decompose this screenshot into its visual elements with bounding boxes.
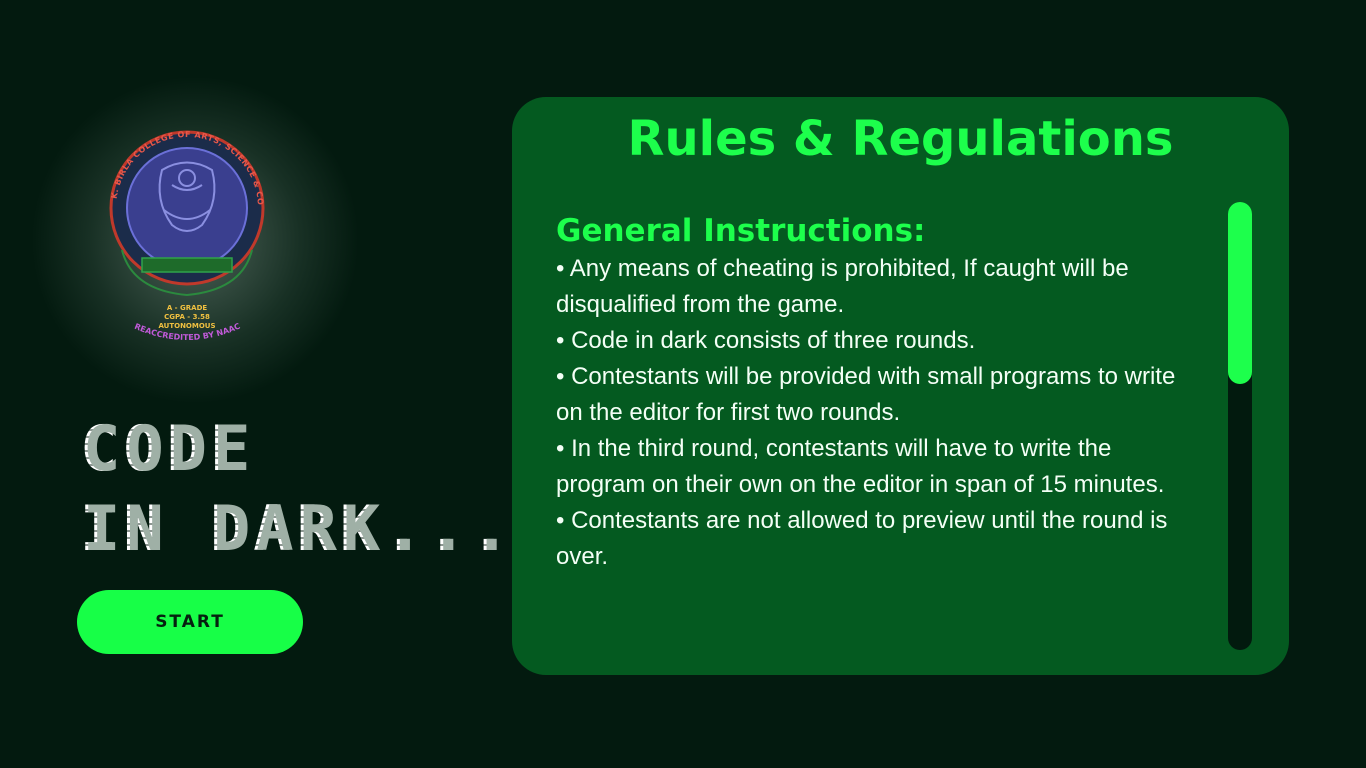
rule-item-small-programs: • Contestants will be provided with smal… [556, 363, 1176, 426]
general-instructions-heading: General Instructions: [556, 213, 926, 249]
title-line-in-dark: IN DARK... [80, 492, 514, 565]
svg-text:A - GRADE: A - GRADE [167, 304, 208, 312]
rule-item-preview: • Contestants are not allowed to preview… [556, 507, 1168, 570]
rules-scrollbar-thumb[interactable] [1228, 202, 1252, 384]
rule-item-third-round: • In the third round, contestants will h… [556, 435, 1165, 498]
svg-text:AUTONOMOUS: AUTONOMOUS [158, 322, 215, 330]
rules-content: General Instructions: • Any means of che… [556, 211, 1206, 575]
rule-item-cheating: • Any means of cheating is prohibited, I… [556, 255, 1129, 318]
rules-scrollbar[interactable] [1228, 202, 1252, 650]
rules-panel: Rules & Regulations General Instructions… [512, 97, 1289, 675]
college-seal-logo-icon: K. BIRLA COLLEGE OF ARTS, SCIENCE & COMM… [102, 130, 265, 342]
start-button[interactable]: START [77, 590, 303, 654]
rules-title: Rules & Regulations [627, 111, 1174, 167]
rule-item-rounds: • Code in dark consists of three rounds. [556, 327, 976, 354]
svg-text:CGPA - 3.58: CGPA - 3.58 [164, 313, 210, 321]
title-line-code: CODE [80, 412, 254, 485]
